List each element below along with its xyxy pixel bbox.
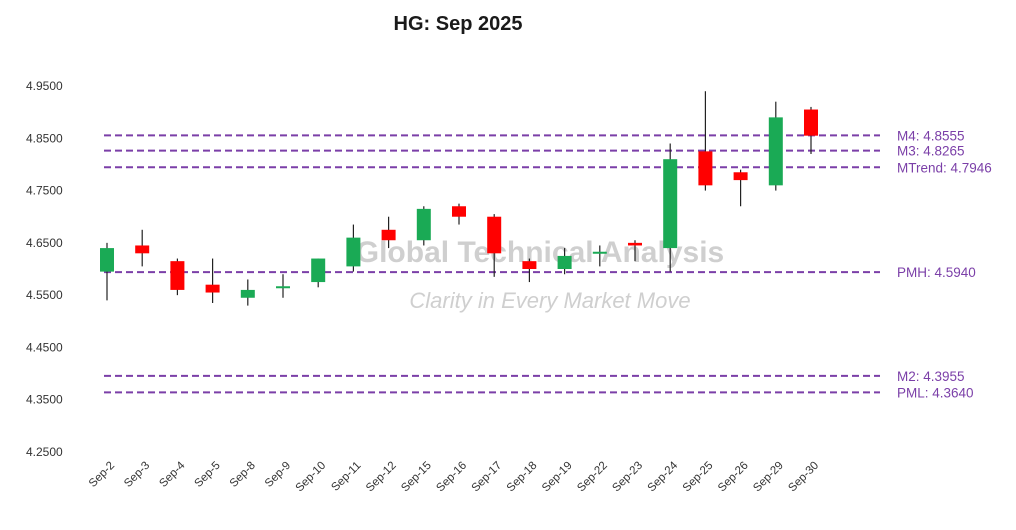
x-tick-label: Sep-3 (122, 460, 152, 490)
x-tick-label: Sep-9 (263, 460, 293, 490)
candle-body-up (240, 289, 255, 298)
candle-body-down (487, 216, 502, 254)
candle-body-up (663, 159, 678, 249)
y-axis: 4.9500 4.8500 4.7500 4.6500 4.5500 4.4500 4.35… (26, 79, 63, 459)
candle-body-down (804, 109, 818, 136)
level-label: M4: 4.8555 (897, 128, 965, 143)
x-tick-label: Sep-18 (505, 460, 540, 495)
candle-body-up (592, 251, 607, 254)
candle-body-down (522, 261, 537, 269)
x-tick-label: Sep-4 (157, 459, 188, 490)
x-tick-label: Sep-26 (716, 460, 751, 495)
candle-body-up (311, 258, 326, 283)
level-label: MTrend: 4.7946 (897, 160, 992, 175)
candle-body-down (452, 206, 466, 217)
x-tick-label: Sep-10 (294, 460, 329, 495)
level-label: M3: 4.8265 (897, 144, 965, 159)
level-label: PML: 4.3640 (897, 385, 974, 400)
candle-body-down (698, 151, 713, 186)
candle-body-up (346, 237, 361, 267)
candle-body-down (381, 229, 396, 241)
candle-body-down (733, 172, 748, 181)
candle-body-down (170, 261, 185, 290)
x-tick-label: Sep-24 (646, 459, 681, 494)
candle-body-up (768, 117, 783, 186)
candle-body-up (557, 255, 572, 269)
x-tick-label: Sep-11 (329, 460, 363, 494)
x-tick-label: Sep-17 (470, 460, 505, 495)
y-tick-label: 4.6500 (26, 236, 63, 250)
x-tick-label: Sep-2 (87, 460, 117, 490)
candle-body-down (135, 245, 150, 254)
y-tick-label: 4.9500 (26, 79, 63, 93)
x-tick-label: Sep-5 (193, 460, 223, 490)
x-tick-label: Sep-16 (434, 460, 469, 495)
candle-body-down (628, 242, 642, 246)
x-tick-label: Sep-25 (681, 460, 716, 495)
x-tick-label: Sep-23 (610, 460, 645, 495)
x-tick-label: Sep-19 (540, 460, 575, 495)
level-label: M2: 4.3955 (897, 369, 965, 384)
y-tick-label: 4.7500 (26, 184, 63, 198)
candle-body-down (205, 284, 220, 293)
candle-body-up (416, 208, 431, 241)
candle-body-up (100, 248, 114, 272)
candle-body-up (276, 286, 290, 289)
level-label: PMH: 4.5940 (897, 265, 976, 280)
y-tick-label: 4.4500 (26, 340, 63, 354)
y-tick-label: 4.3500 (26, 393, 63, 407)
x-tick-label: Sep-12 (364, 460, 399, 495)
x-axis: Sep-2 Sep-3 Sep-4 Sep-5 Sep-8 Sep-9 Sep-10 Sep-… (87, 459, 821, 494)
x-tick-label: Sep-30 (786, 460, 821, 495)
watermark-tagline: Clarity in Every Market Move (409, 288, 690, 313)
y-tick-label: 4.2500 (26, 445, 63, 459)
x-tick-label: Sep-15 (399, 460, 434, 495)
x-tick-label: Sep-22 (575, 460, 610, 495)
x-tick-label: Sep-8 (228, 460, 258, 490)
candles (100, 91, 818, 306)
chart-title: HG: Sep 2025 (394, 13, 523, 35)
watermark: Global Technical Analysis Clarity in Eve… (356, 236, 724, 313)
x-tick-label: Sep-29 (751, 460, 786, 495)
watermark-title: Global Technical Analysis (356, 236, 724, 269)
y-tick-label: 4.5500 (26, 288, 63, 302)
y-tick-label: 4.8500 (26, 131, 63, 145)
